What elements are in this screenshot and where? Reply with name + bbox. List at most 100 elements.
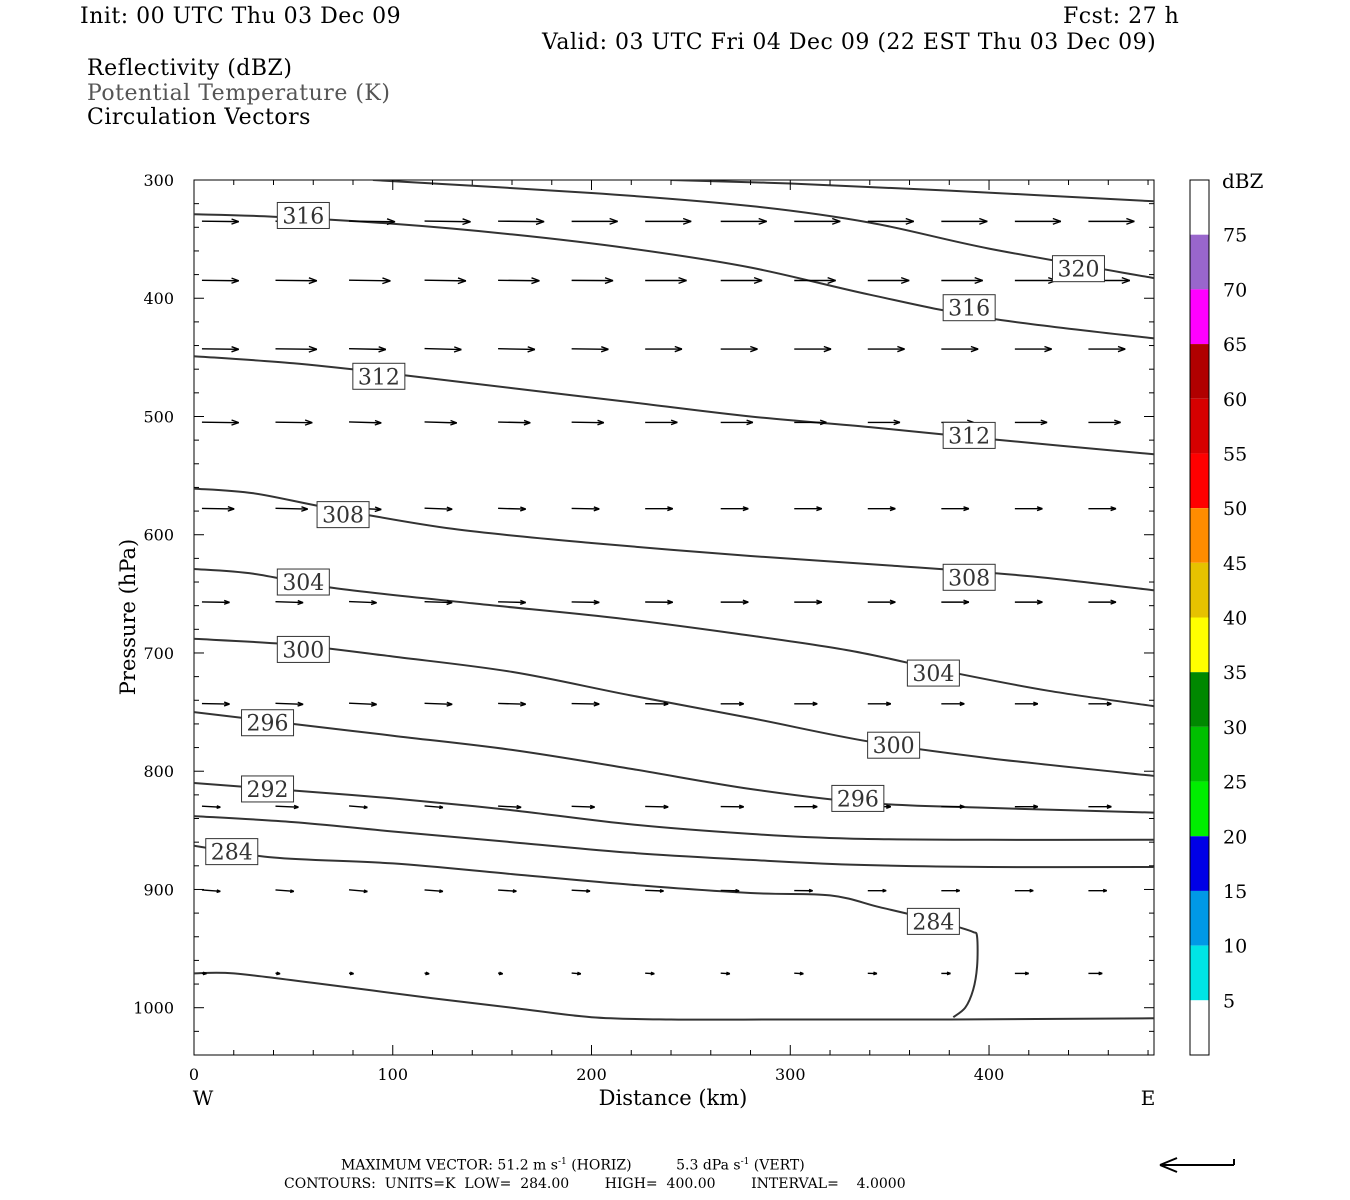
plot-area bbox=[193, 179, 1155, 1056]
plot-frame bbox=[193, 179, 1155, 1056]
vector-arrow bbox=[275, 701, 304, 707]
svg-text:312: 312 bbox=[358, 365, 400, 390]
x-tick-label: 100 bbox=[377, 1065, 408, 1084]
vector-arrow bbox=[275, 971, 281, 976]
contour-label: 300 bbox=[276, 635, 330, 663]
y-tick-label: 400 bbox=[143, 289, 174, 308]
y-tick-label: 800 bbox=[143, 762, 174, 781]
contour-label: 304 bbox=[906, 659, 960, 687]
svg-text:284: 284 bbox=[211, 841, 253, 866]
vector-arrow bbox=[571, 971, 582, 976]
vector-arrow bbox=[424, 277, 467, 285]
axes: 0 100 200 300 400 300 400 500 600 700 800 900 1000 W E… bbox=[116, 171, 1155, 1110]
vector-arrow bbox=[275, 345, 318, 353]
vector-arrow bbox=[571, 599, 600, 605]
vector-arrow bbox=[720, 599, 749, 605]
vector-arrow bbox=[498, 277, 540, 285]
vector-arrow bbox=[867, 345, 905, 353]
contour-line-316-2 bbox=[670, 180, 1154, 203]
vector-arrow bbox=[645, 345, 683, 353]
vector-arrow bbox=[1014, 506, 1043, 512]
vector-arrow bbox=[349, 277, 391, 285]
vector-arrow bbox=[201, 599, 230, 605]
vector-arrow bbox=[498, 419, 531, 426]
vector-arrow bbox=[867, 276, 910, 285]
colorbar-swatch bbox=[1190, 508, 1209, 563]
vector-arrow bbox=[1088, 971, 1103, 976]
vector-arrow bbox=[645, 217, 692, 225]
vector-arrow bbox=[349, 419, 382, 426]
svg-text:300: 300 bbox=[873, 734, 915, 759]
colorbar-swatch bbox=[1190, 781, 1209, 837]
vector-arrow bbox=[1088, 506, 1117, 512]
vector-arrow bbox=[1014, 345, 1052, 353]
svg-text:316: 316 bbox=[282, 204, 324, 229]
vector-arrow bbox=[867, 506, 896, 512]
contour-label: 296 bbox=[831, 784, 885, 812]
svg-text:300: 300 bbox=[282, 638, 324, 663]
maximum-vector-note: MAXIMUM VECTOR: 51.2 m s-1 (HORIZ) 5.3 d… bbox=[341, 1157, 805, 1174]
colorbar-level-label: 55 bbox=[1223, 443, 1247, 465]
colorbar-level-label: 20 bbox=[1223, 826, 1247, 848]
vector-arrow bbox=[867, 599, 896, 605]
vector-arrow bbox=[867, 419, 901, 426]
svg-text:320: 320 bbox=[1057, 258, 1099, 283]
vector-arrow bbox=[201, 701, 230, 707]
vector-arrow bbox=[348, 805, 368, 810]
vector-arrow bbox=[720, 971, 731, 976]
field-label-reflectivity: Reflectivity (dBZ) bbox=[87, 56, 293, 81]
vector-arrow bbox=[1014, 599, 1043, 605]
vector-arrow bbox=[645, 971, 655, 976]
forecast-hour: Fcst: 27 h bbox=[1063, 4, 1180, 29]
vector-arrow bbox=[349, 346, 387, 353]
vector-arrow bbox=[720, 276, 763, 285]
vector-arrow bbox=[1088, 804, 1112, 809]
contour-label: 292 bbox=[241, 775, 295, 803]
colorbar-level-label: 30 bbox=[1223, 717, 1247, 739]
vector-arrow bbox=[424, 599, 453, 606]
svg-text:308: 308 bbox=[322, 504, 364, 529]
vector-arrow bbox=[498, 506, 526, 512]
colorbar-frame bbox=[1189, 179, 1210, 1056]
max-vector-sup1: -1 bbox=[557, 1157, 567, 1167]
vector-arrow bbox=[1088, 888, 1108, 893]
colorbar-swatch bbox=[1190, 945, 1209, 1001]
vector-arrow bbox=[349, 599, 377, 606]
vector-arrow bbox=[645, 276, 687, 285]
vector-arrow bbox=[349, 218, 396, 226]
vector-arrow bbox=[720, 217, 767, 225]
contour-line-284-10 bbox=[194, 844, 979, 1018]
contour-label: 304 bbox=[276, 568, 330, 596]
colorbar-level-label: 50 bbox=[1223, 498, 1247, 520]
vector-arrow bbox=[645, 701, 669, 707]
vector-arrow bbox=[1014, 419, 1048, 426]
vector-arrow bbox=[424, 419, 458, 426]
vector-arrow bbox=[498, 889, 517, 894]
vector-arrow bbox=[794, 217, 841, 225]
vector-arrow bbox=[720, 506, 749, 512]
y-tick-label: 600 bbox=[143, 526, 174, 545]
vector-arrow bbox=[275, 804, 299, 810]
svg-text:312: 312 bbox=[948, 424, 990, 449]
colorbar-level-label: 75 bbox=[1223, 225, 1247, 247]
vector-arrow bbox=[571, 419, 605, 426]
colorbar-level-label: 15 bbox=[1223, 881, 1247, 903]
vector-arrow bbox=[794, 599, 823, 605]
colorbar-swatch bbox=[1190, 890, 1209, 946]
contour-line-288-9 bbox=[194, 815, 1154, 869]
colorbar-level-label: 5 bbox=[1223, 990, 1235, 1012]
vector-arrow bbox=[424, 701, 453, 707]
vector-arrow bbox=[201, 971, 207, 976]
colorbar-swatch bbox=[1190, 1000, 1209, 1055]
y-tick-label: 700 bbox=[143, 644, 174, 663]
vector-arrow bbox=[201, 805, 221, 809]
svg-text:308: 308 bbox=[948, 566, 990, 591]
colorbar-swatch bbox=[1190, 836, 1209, 891]
colorbar-level-label: 65 bbox=[1223, 334, 1247, 356]
vector-arrow bbox=[794, 701, 818, 707]
vector-arrow bbox=[941, 506, 970, 512]
colorbar-level-label: 10 bbox=[1223, 936, 1247, 958]
vector-arrow bbox=[1014, 888, 1034, 893]
colorbar-unit-label: dBZ bbox=[1222, 169, 1264, 193]
